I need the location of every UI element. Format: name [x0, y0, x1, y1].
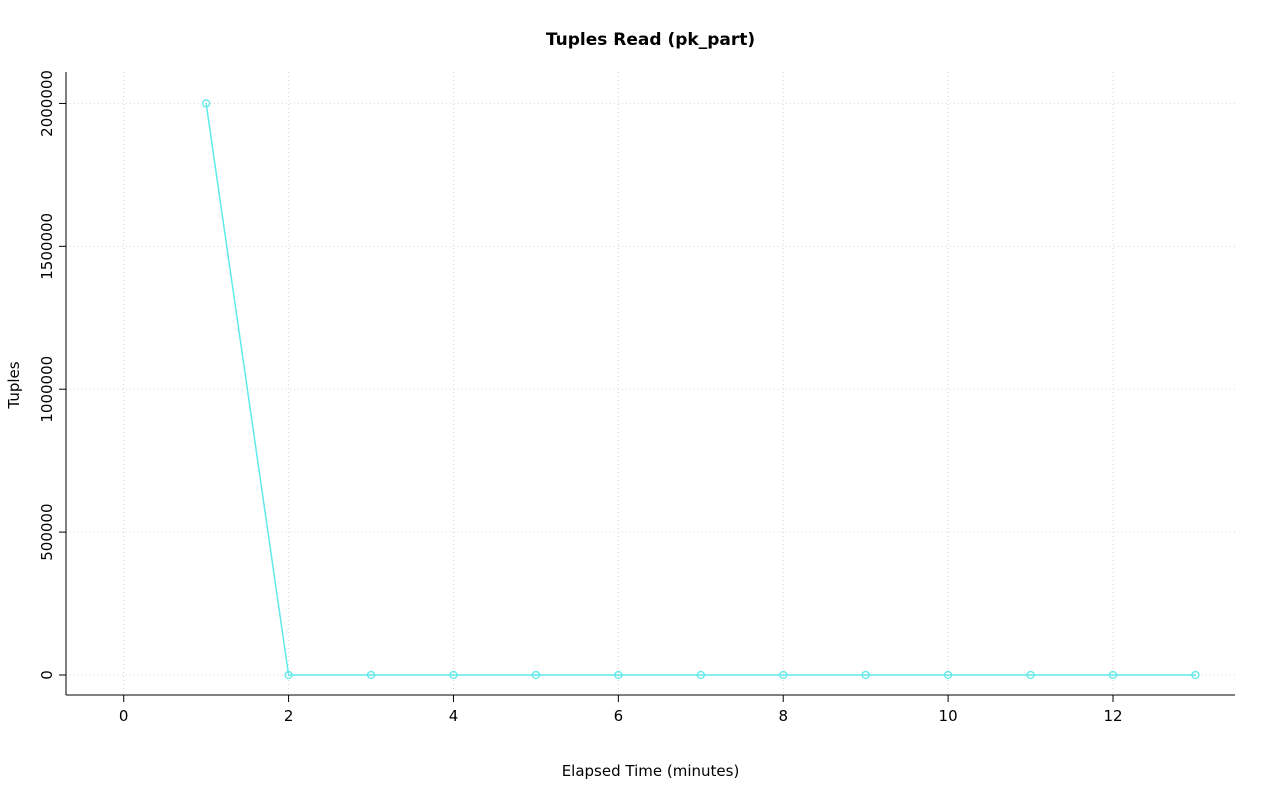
data-point	[943, 670, 953, 680]
data-point	[779, 670, 788, 680]
data-point	[1026, 670, 1035, 680]
data-point	[366, 670, 376, 680]
data-point	[1108, 670, 1118, 680]
x-tick-label: 12	[1103, 707, 1122, 725]
data-line	[205, 102, 1197, 676]
data-point	[284, 670, 293, 680]
y-tick-label: 2000000	[38, 70, 56, 137]
data-point	[861, 670, 870, 680]
data-point	[201, 99, 211, 108]
y-tick-label: 0	[38, 670, 56, 680]
x-tick-label: 0	[119, 707, 129, 725]
x-tick-label: 10	[939, 707, 958, 725]
y-tick-label: 1500000	[38, 213, 56, 280]
data-point	[614, 670, 623, 680]
data-point	[696, 670, 705, 680]
data-point	[449, 670, 458, 680]
x-tick-label: 2	[284, 707, 294, 725]
y-tick-label: 500000	[38, 503, 56, 560]
y-tick-label: 1000000	[38, 356, 56, 423]
x-axis-label: Elapsed Time (minutes)	[561, 762, 740, 780]
chart-title: Tuples Read (pk_part)	[545, 30, 756, 50]
x-tick-label: 6	[614, 707, 624, 725]
data-point	[531, 670, 541, 680]
x-tick-label: 8	[778, 707, 788, 725]
x-tick-label: 4	[449, 707, 459, 725]
data-point	[1191, 670, 1200, 680]
